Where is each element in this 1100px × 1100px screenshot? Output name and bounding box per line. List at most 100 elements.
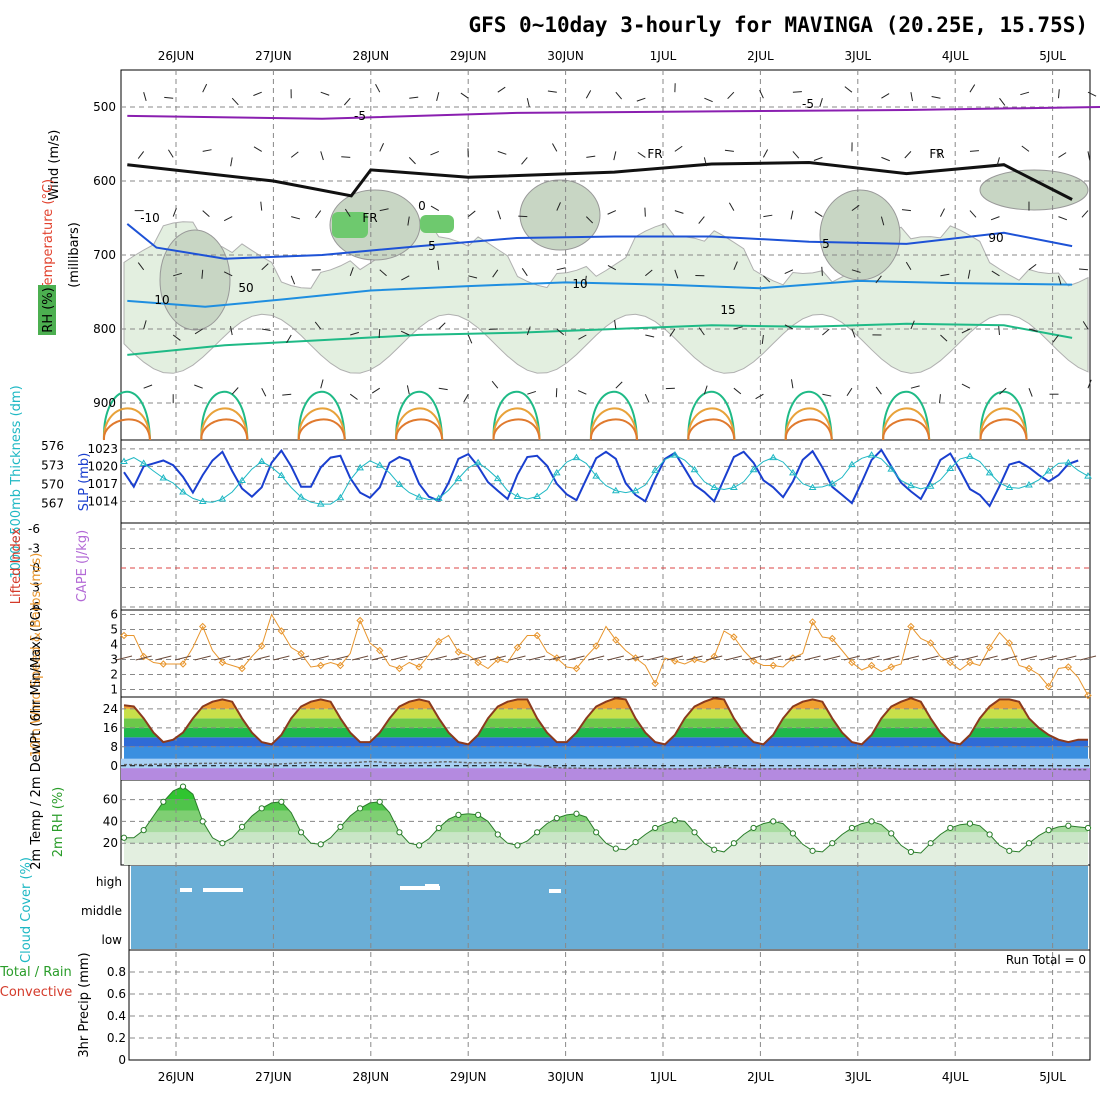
- thickness-point: [159, 474, 168, 481]
- wind-barb: [998, 325, 1000, 336]
- wind-barb: [460, 92, 469, 99]
- rh-band: [124, 810, 1088, 822]
- wind-barb: [556, 328, 565, 336]
- thickness-point: [375, 461, 384, 468]
- wind-barb: [314, 321, 322, 330]
- rh-point: [789, 830, 796, 837]
- boundary-layer-isotherm: [395, 418, 444, 441]
- precip-axis-label: 3hr Precip (mm): [77, 952, 92, 1057]
- lifted-index-axis-label: Lifted Index: [9, 527, 24, 604]
- panel-frame-wind: [120, 609, 1091, 698]
- wind-barb: [253, 146, 262, 152]
- temp-band: [124, 737, 1088, 747]
- precip-tick: 0: [118, 1053, 126, 1067]
- thickness-point: [277, 471, 286, 478]
- wind-barb: [320, 379, 324, 389]
- temp-band: [124, 708, 1088, 719]
- rh-band: [124, 786, 1088, 800]
- wind-barb: [261, 328, 271, 332]
- contour-label: 5: [822, 237, 830, 251]
- wind-barb: [578, 334, 587, 340]
- wind-barb: [463, 393, 469, 403]
- wind-barb: [607, 264, 617, 271]
- slp-axis-label: SLP (mb): [77, 453, 92, 512]
- rh-point: [120, 834, 128, 841]
- axis-labels: Wind (m/s)Temperature (°C)RH (%) (milliba…: [0, 130, 1086, 1058]
- date-tick-bottom: 29JUN: [450, 1070, 487, 1084]
- wind-barb: [881, 156, 890, 162]
- boundary-layer-isotherm: [882, 418, 931, 441]
- wind-barb: [1021, 145, 1030, 152]
- wind-barb: [286, 334, 292, 343]
- below-zero-band: [121, 768, 1090, 780]
- wind-barb: [343, 97, 351, 106]
- panel-frames: [120, 69, 1091, 1061]
- cloud-cover-fill: [131, 866, 1088, 949]
- temp-tick: 24: [103, 702, 118, 716]
- wind-speed-point: [415, 663, 423, 671]
- date-tick-bottom: 28JUN: [353, 1070, 390, 1084]
- rh-shading-core: [159, 229, 231, 331]
- wind-barb: [784, 324, 794, 330]
- wind-speed-point: [1005, 639, 1014, 647]
- cloud-gap: [203, 888, 243, 892]
- wind-speed-point: [769, 661, 777, 670]
- precip-total-rain-label: Total / Rain: [0, 965, 72, 980]
- wind-barb: [409, 96, 419, 99]
- wind-barb: [521, 268, 528, 277]
- wind-barb: [703, 385, 708, 395]
- wind-barb: [223, 271, 233, 277]
- wind-barb: [552, 143, 558, 152]
- wind-barb: [344, 208, 351, 217]
- wind-speed-point: [1044, 682, 1053, 691]
- thickness-point: [710, 483, 719, 491]
- rh-point: [1006, 847, 1013, 854]
- wind-speed-line: [124, 613, 1089, 696]
- boundary-layer-isotherm: [979, 407, 1028, 441]
- boundary-layer-isotherm: [784, 407, 833, 441]
- wind-barb: [497, 150, 507, 155]
- near-zero-band: [121, 758, 1090, 769]
- wind-barb: [229, 326, 233, 336]
- wind-barb: [999, 97, 1006, 106]
- boundary-layer-isotherm: [492, 407, 541, 441]
- wind-barb-10m: [509, 655, 526, 661]
- wind-barb-10m: [351, 655, 369, 661]
- wind-barb: [521, 157, 528, 165]
- wind-barb: [379, 143, 385, 152]
- date-tick-top: 4JUL: [942, 49, 969, 63]
- wind-barb: [813, 156, 823, 161]
- wind-barb: [728, 202, 735, 211]
- rh-point: [829, 840, 836, 847]
- thickness-point: [356, 463, 364, 471]
- wind-tick: 1: [110, 683, 118, 697]
- rh-point: [297, 829, 305, 836]
- wind-barb-10m: [155, 655, 172, 661]
- wind-barb: [733, 326, 743, 330]
- contour-label: 50: [238, 281, 253, 295]
- wind-speed-point: [749, 657, 758, 665]
- thickness-point: [985, 468, 994, 476]
- wind-barb: [1028, 263, 1037, 271]
- rh-point: [907, 848, 915, 856]
- wind-barb: [844, 86, 853, 93]
- wind-speed-point: [1025, 664, 1033, 673]
- thickness-point: [631, 486, 640, 494]
- rh-point: [258, 805, 265, 812]
- wind-barb-10m: [292, 655, 310, 661]
- rh-point: [199, 818, 206, 825]
- wind-barb: [438, 387, 448, 391]
- rh-point: [750, 824, 757, 832]
- thickness-point: [611, 486, 620, 494]
- wind-barb-10m: [607, 655, 624, 661]
- wind-barb: [430, 205, 440, 212]
- wind-tick: 4: [110, 638, 118, 652]
- wind-speed-point: [966, 658, 974, 667]
- wind-barb: [1028, 328, 1038, 332]
- wind-barb: [467, 334, 473, 344]
- thickness-point: [179, 488, 187, 495]
- wind-barb: [1087, 91, 1097, 97]
- wind-speed-point: [887, 663, 895, 671]
- wind-barb: [759, 89, 764, 99]
